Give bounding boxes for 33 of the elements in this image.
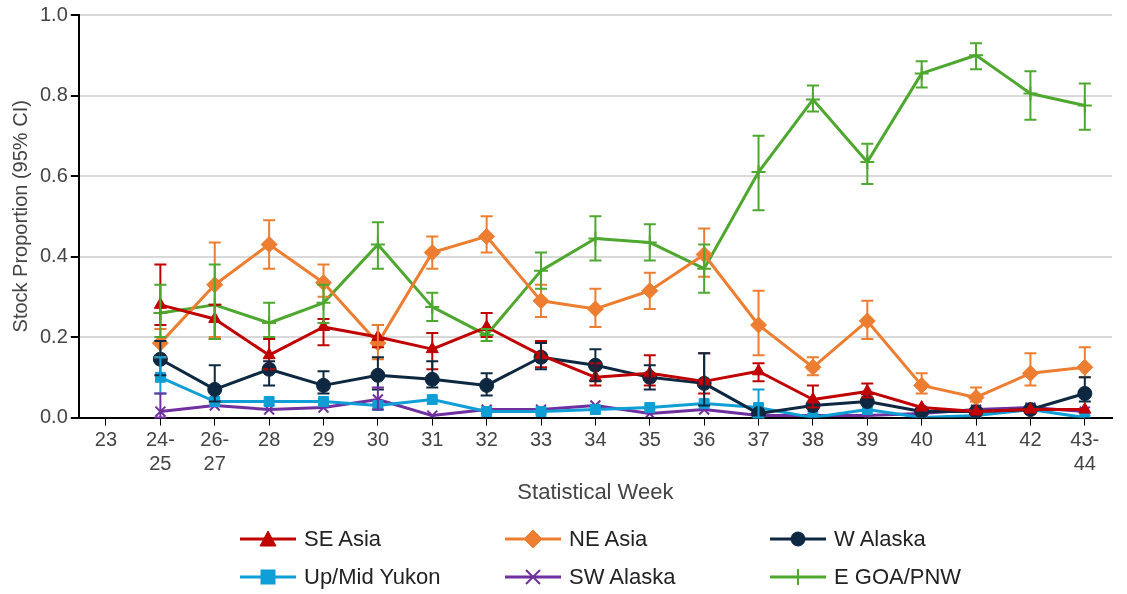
x-tick-label: 38 (801, 428, 825, 451)
y-tick-label: 0.2 (39, 324, 68, 347)
x-tick-label: 24-25 (145, 428, 175, 475)
x-tick-label: 23 (94, 428, 118, 451)
x-tick-label: 34 (584, 428, 607, 451)
y-axis-title: Stock Proportion (95% CI) (8, 100, 31, 333)
x-tick-label: 37 (747, 428, 770, 451)
x-tick-label: 43-44 (1070, 428, 1100, 475)
x-tick-label: 36 (693, 428, 716, 451)
x-axis-title: Statistical Week (517, 478, 675, 504)
legend-label: E GOA/PNW (834, 564, 962, 590)
x-tick-label: 32 (475, 428, 498, 451)
x-tick-label: 30 (366, 428, 390, 451)
y-tick-label: 0.0 (39, 405, 68, 428)
y-tick-label: 0.4 (39, 244, 68, 267)
x-tick-label: 35 (638, 428, 661, 451)
x-tick-label: 33 (529, 428, 553, 451)
legend-label: SW Alaska (569, 564, 676, 590)
legend-label: W Alaska (834, 526, 926, 552)
x-tick-label: 26-27 (200, 428, 230, 475)
x-tick-label: 39 (856, 428, 879, 451)
legend-label: SE Asia (304, 526, 382, 552)
x-tick-label: 41 (964, 428, 988, 451)
x-tick-label: 28 (258, 428, 281, 451)
y-tick-label: 0.6 (39, 163, 68, 186)
x-tick-label: 31 (421, 428, 444, 451)
x-tick-label: 42 (1019, 428, 1042, 451)
legend-label: Up/Mid Yukon (304, 564, 441, 590)
y-tick-label: 0.8 (39, 83, 68, 106)
y-tick-label: 1.0 (39, 2, 68, 25)
legend-label: NE Asia (569, 526, 648, 552)
x-tick-label: 29 (312, 428, 335, 451)
x-tick-label: 40 (910, 428, 933, 451)
